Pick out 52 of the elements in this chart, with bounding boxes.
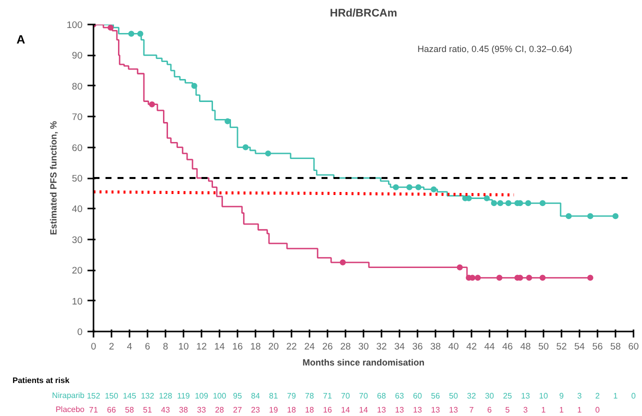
x-tick-label: 10 xyxy=(178,342,189,352)
y-tick-label: 70 xyxy=(72,112,83,124)
x-tick-label: 2 xyxy=(108,342,114,352)
x-tick-label: 52 xyxy=(556,342,567,352)
x-tick-label: 38 xyxy=(430,342,441,352)
y-tick-label: 20 xyxy=(72,266,83,277)
text: Placebo xyxy=(56,405,86,414)
y-tick-label: 0 xyxy=(77,327,83,338)
y-tick-label: 30 xyxy=(72,234,83,246)
x-tick-label: 28 xyxy=(340,342,351,352)
x-tick-label: 46 xyxy=(502,342,513,352)
x-tick-label: 54 xyxy=(574,342,585,352)
x-tick-label: 0 xyxy=(90,342,96,352)
text: 152 150 145 132 128 119 109 100 95 84 81 79 78 71 70 70 68 63 60 56 50 32 30 25 13 10 9 3 2 1 0 xyxy=(86,392,636,400)
x-tick-label: 30 xyxy=(358,342,369,352)
x-tick-label: 4 xyxy=(126,342,132,352)
y-tick-label: 10 xyxy=(72,296,83,308)
annotation: Hazard ratio, 0.45 (95% CI, 0.32–0.64) xyxy=(418,44,572,54)
x-tick-label: 60 xyxy=(628,342,639,352)
y-tick-label: 90 xyxy=(72,50,83,62)
x-tick-label: 6 xyxy=(144,342,150,352)
x-tick-label: 48 xyxy=(520,342,531,352)
y-tick-label: 50 xyxy=(72,174,83,184)
x-tick-label: 26 xyxy=(322,342,333,352)
x-tick-label: 8 xyxy=(162,342,168,352)
y-tick-label: 60 xyxy=(72,142,83,154)
text: Niraparib xyxy=(52,391,86,400)
text: 71 66 58 51 43 38 33 28 27 23 19 18 18 16 14 14 13 13 13 13 13 7 6 5 3 1 1 1 0 xyxy=(89,406,600,414)
x-tick-label: 40 xyxy=(448,342,459,352)
y-tick-label: 100 xyxy=(66,20,83,31)
x-tick-label: 24 xyxy=(304,342,315,352)
x-tick-label: 12 xyxy=(196,342,207,352)
x-tick-label: 34 xyxy=(394,342,405,352)
x-tick-label: 50 xyxy=(538,342,549,352)
x-tick-label: 58 xyxy=(610,342,621,352)
x-tick-label: 20 xyxy=(268,342,279,352)
x-tick-label: 56 xyxy=(592,342,603,352)
x-tick-label: 18 xyxy=(250,342,261,352)
text: Patients at risk xyxy=(12,376,70,385)
x-tick-label: 32 xyxy=(376,342,387,352)
x-axis-title: Months since randomisation xyxy=(302,358,425,368)
y-tick-label: 40 xyxy=(72,204,83,216)
text: A xyxy=(16,32,26,46)
x-tick-label: 14 xyxy=(214,342,225,352)
x-tick-label: 44 xyxy=(484,342,495,352)
x-tick-label: 16 xyxy=(232,342,243,352)
x-tick-label: 42 xyxy=(466,342,477,352)
y-tick-label: 80 xyxy=(72,81,83,92)
chart-title: HRd/BRCAm xyxy=(330,8,398,20)
x-tick-label: 22 xyxy=(286,342,297,352)
y-axis-title: Estimated PFS function, % xyxy=(48,120,59,236)
x-tick-label: 36 xyxy=(412,342,423,352)
